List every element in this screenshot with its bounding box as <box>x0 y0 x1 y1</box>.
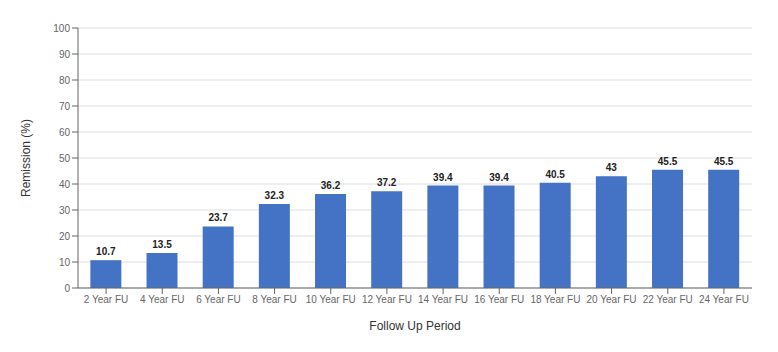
svg-text:60: 60 <box>59 127 71 138</box>
svg-text:24 Year FU: 24 Year FU <box>699 294 749 305</box>
svg-text:70: 70 <box>59 101 71 112</box>
svg-text:90: 90 <box>59 49 71 60</box>
svg-text:20 Year FU: 20 Year FU <box>587 294 637 305</box>
svg-text:6 Year FU: 6 Year FU <box>196 294 240 305</box>
svg-text:10 Year FU: 10 Year FU <box>306 294 356 305</box>
svg-text:Remission (%): Remission (%) <box>19 119 33 197</box>
svg-text:43: 43 <box>606 162 618 173</box>
svg-text:2 Year FU: 2 Year FU <box>84 294 128 305</box>
svg-text:10.7: 10.7 <box>96 246 116 257</box>
svg-text:39.4: 39.4 <box>489 172 509 183</box>
svg-text:20: 20 <box>59 231 71 242</box>
svg-text:22 Year FU: 22 Year FU <box>643 294 693 305</box>
svg-text:100: 100 <box>53 23 70 34</box>
svg-text:37.2: 37.2 <box>377 177 397 188</box>
svg-text:13.5: 13.5 <box>152 239 172 250</box>
svg-text:50: 50 <box>59 153 71 164</box>
svg-text:30: 30 <box>59 205 71 216</box>
svg-text:40: 40 <box>59 179 71 190</box>
svg-text:0: 0 <box>64 283 70 294</box>
svg-text:40.5: 40.5 <box>545 169 565 180</box>
svg-text:80: 80 <box>59 75 71 86</box>
svg-text:23.7: 23.7 <box>208 212 228 223</box>
svg-text:36.2: 36.2 <box>321 180 341 191</box>
svg-text:16 Year FU: 16 Year FU <box>474 294 524 305</box>
svg-text:8 Year FU: 8 Year FU <box>252 294 296 305</box>
svg-text:4 Year FU: 4 Year FU <box>140 294 184 305</box>
svg-text:10: 10 <box>59 257 71 268</box>
svg-text:39.4: 39.4 <box>433 172 453 183</box>
svg-text:18 Year FU: 18 Year FU <box>530 294 580 305</box>
svg-text:12 Year FU: 12 Year FU <box>362 294 412 305</box>
svg-text:45.5: 45.5 <box>714 156 734 167</box>
svg-text:45.5: 45.5 <box>658 156 678 167</box>
svg-text:Follow Up Period: Follow Up Period <box>369 319 460 333</box>
svg-text:14 Year FU: 14 Year FU <box>418 294 468 305</box>
svg-text:32.3: 32.3 <box>265 190 285 201</box>
